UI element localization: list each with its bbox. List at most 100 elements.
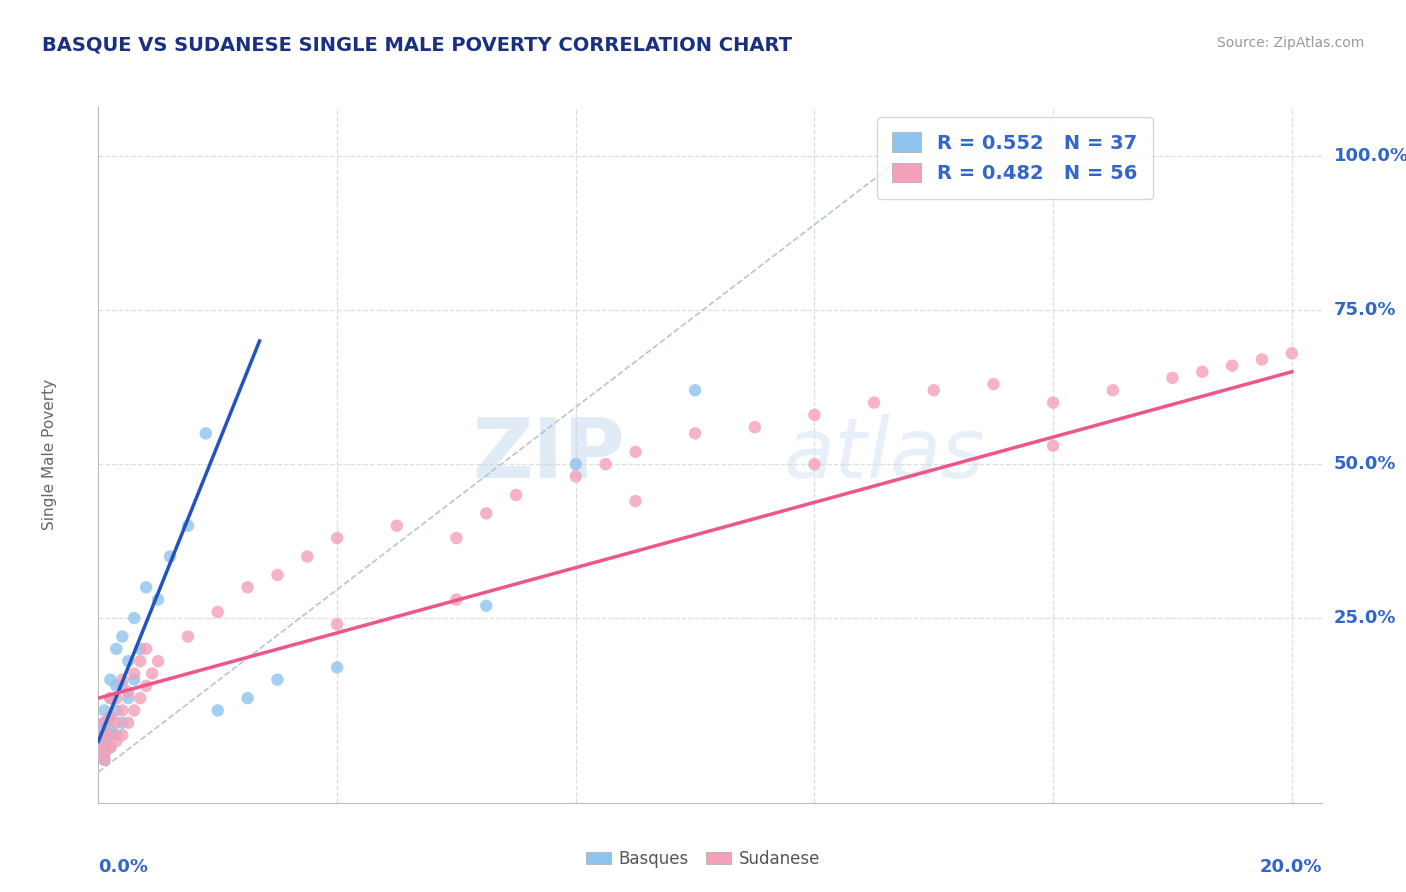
Text: 100.0%: 100.0% [1334,147,1406,165]
Point [177,630,200,644]
Point [105,641,128,656]
Text: 0.0%: 0.0% [98,858,149,877]
Point [505,488,527,502]
Point [93,722,115,736]
Point [1161,371,1184,385]
Text: BASQUE VS SUDANESE SINGLE MALE POVERTY CORRELATION CHART: BASQUE VS SUDANESE SINGLE MALE POVERTY C… [42,36,792,54]
Point [93,740,115,755]
Point [475,599,498,613]
Text: Source: ZipAtlas.com: Source: ZipAtlas.com [1216,36,1364,50]
Text: ZIP: ZIP [472,415,624,495]
Point [122,611,145,625]
Point [159,549,181,564]
Point [803,457,825,471]
Point [863,395,886,409]
Text: atlas: atlas [783,415,986,495]
Point [236,580,259,594]
Point [135,580,157,594]
Point [105,728,128,742]
Point [565,457,588,471]
Point [475,507,498,521]
Point [146,592,169,607]
Text: Single Male Poverty: Single Male Poverty [42,379,58,531]
Point [93,715,115,730]
Point [105,691,128,706]
Point [1281,346,1303,360]
Point [111,703,134,717]
Point [207,703,229,717]
Point [122,673,145,687]
Point [98,673,121,687]
Point [1251,352,1274,367]
Point [129,641,152,656]
Point [624,445,647,459]
Point [98,709,121,723]
Point [122,703,145,717]
Point [922,384,945,398]
Point [111,728,134,742]
Point [98,691,121,706]
Point [98,740,121,755]
Point [122,666,145,681]
Point [98,722,121,736]
Point [98,709,121,723]
Point [207,605,229,619]
Point [93,715,115,730]
Point [93,703,115,717]
Point [326,531,349,545]
Point [93,728,115,742]
Point [98,740,121,755]
Point [111,673,134,687]
Point [135,679,157,693]
Point [1042,439,1064,453]
Point [595,457,617,471]
Point [93,747,115,761]
Point [105,703,128,717]
Legend: Basques, Sudanese: Basques, Sudanese [579,844,827,875]
Point [117,654,139,668]
Point [111,679,134,693]
Point [105,734,128,748]
Point [297,549,319,564]
Point [93,728,115,742]
Point [446,592,468,607]
Point [803,408,825,422]
Point [683,426,706,441]
Point [266,673,288,687]
Text: 20.0%: 20.0% [1260,858,1322,877]
Point [105,715,128,730]
Point [326,660,349,674]
Point [236,691,259,706]
Point [194,426,217,441]
Point [111,630,134,644]
Point [93,747,115,761]
Point [111,715,134,730]
Point [1191,365,1213,379]
Point [98,691,121,706]
Point [93,740,115,755]
Point [565,469,588,483]
Point [983,377,1005,392]
Point [93,753,115,767]
Point [117,685,139,699]
Point [385,518,408,533]
Point [624,494,647,508]
Point [177,518,200,533]
Point [93,734,115,748]
Point [326,617,349,632]
Point [93,753,115,767]
Point [141,666,163,681]
Point [1042,395,1064,409]
Point [98,728,121,742]
Text: 25.0%: 25.0% [1334,609,1396,627]
Point [683,384,706,398]
Point [446,531,468,545]
Point [135,641,157,656]
Point [146,654,169,668]
Text: 50.0%: 50.0% [1334,455,1396,473]
Point [266,568,288,582]
Legend: R = 0.552   N = 37, R = 0.482   N = 56: R = 0.552 N = 37, R = 0.482 N = 56 [877,117,1153,199]
Point [129,654,152,668]
Point [1220,359,1243,373]
Point [105,679,128,693]
